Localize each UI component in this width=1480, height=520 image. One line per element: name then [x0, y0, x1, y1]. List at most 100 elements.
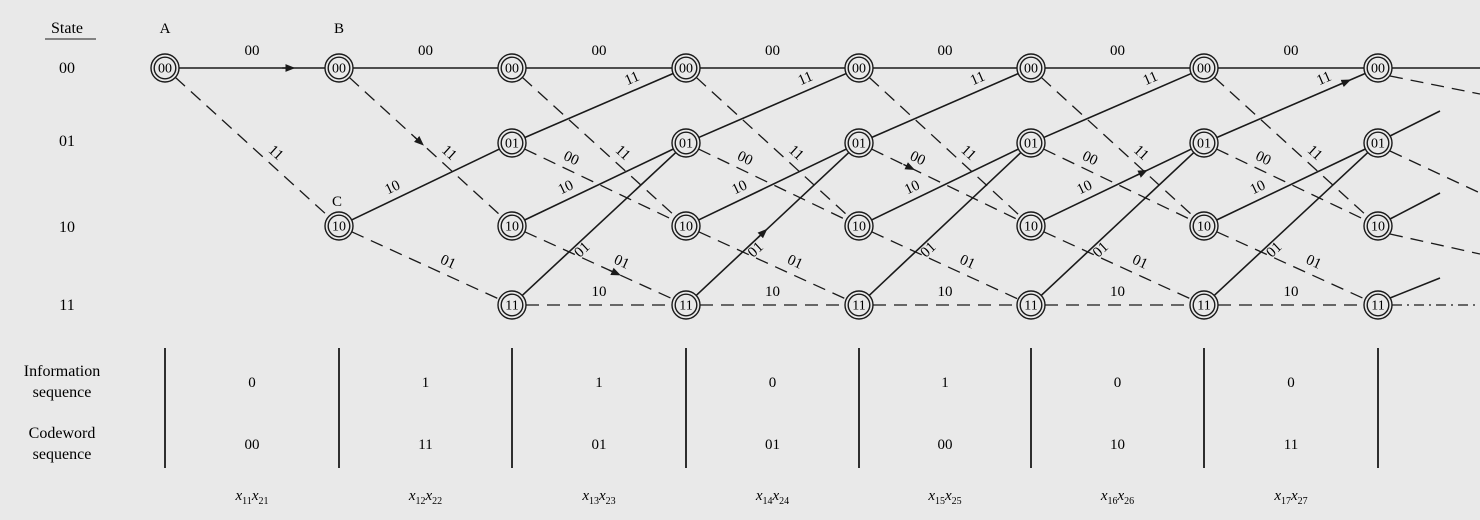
- edge-10-01-4: [871, 148, 1019, 221]
- edge-00-10-4: [868, 76, 1022, 218]
- edge-01-10-2: [524, 148, 674, 221]
- code-row-label-2: sequence: [33, 446, 92, 463]
- edge-label-11-11-6: 10: [1284, 284, 1299, 300]
- x-pair-label-0: x11x21: [235, 488, 269, 507]
- svg-text:11: 11: [1197, 299, 1210, 314]
- edge-10-01-1: [351, 148, 500, 221]
- information-value-6: 0: [1287, 375, 1295, 391]
- edge-10-11-1: [351, 231, 500, 300]
- info-row-label-2: sequence: [33, 384, 92, 401]
- node-10-t3: 10: [671, 211, 701, 241]
- edge-label-00-10-1: 11: [438, 142, 459, 164]
- svg-text:01: 01: [1197, 137, 1211, 152]
- edge-label-10-01-6: 10: [1248, 177, 1268, 198]
- edge-label-01-00-3: 11: [796, 69, 816, 89]
- state-label-10: 10: [59, 219, 75, 236]
- edge-label-01-10-5: 00: [1080, 148, 1100, 169]
- svg-text:00: 00: [1371, 62, 1385, 77]
- edge-label-10-11-1: 01: [438, 252, 458, 273]
- edge-11-01-2: [521, 151, 677, 297]
- state-label-11: 11: [59, 297, 74, 314]
- x-pair-label-6: x17x27: [1273, 488, 1307, 507]
- edge-label-00-10-6: 11: [1304, 142, 1325, 164]
- information-value-2: 1: [595, 375, 603, 391]
- information-value-4: 1: [941, 375, 949, 391]
- x-pair-label-1: x12x22: [408, 488, 442, 507]
- svg-text:00: 00: [1197, 62, 1211, 77]
- edge-10-11-6: [1216, 231, 1366, 300]
- path-arrow-2: [413, 136, 424, 146]
- node-10-t6: 10: [1189, 211, 1219, 241]
- edge-label-10-11-4: 01: [957, 252, 977, 273]
- x-pair-label-4: x15x25: [927, 488, 961, 507]
- node-10-t4: 10: [844, 211, 874, 241]
- svg-text:10: 10: [332, 220, 346, 235]
- state-label-01: 01: [59, 133, 75, 150]
- node-00-t6: 00: [1189, 53, 1219, 83]
- edge-00-10-1: [348, 76, 503, 218]
- edge-label-10-01-5: 10: [1074, 177, 1094, 198]
- edge-11-01-3: [695, 151, 850, 297]
- svg-text:11: 11: [679, 299, 692, 314]
- edge-label-01-00-6: 11: [1314, 69, 1334, 89]
- edge-label-10-01-2: 10: [556, 177, 576, 198]
- node-01-t7: 01: [1363, 128, 1393, 158]
- path-arrow-6: [1135, 169, 1148, 178]
- svg-text:00: 00: [852, 62, 866, 77]
- svg-text:11: 11: [505, 299, 518, 314]
- svg-text:11: 11: [852, 299, 865, 314]
- edge-10-11-3: [698, 231, 847, 300]
- codeword-value-1: 11: [418, 437, 432, 453]
- node-11-t7: 11: [1363, 290, 1393, 320]
- node-01-t6: 01: [1189, 128, 1219, 158]
- edge-label-01-10-2: 00: [561, 148, 581, 169]
- node-11-t6: 11: [1189, 290, 1219, 320]
- svg-text:00: 00: [158, 62, 172, 77]
- edge-label-11-11-2: 10: [592, 284, 607, 300]
- information-value-1: 1: [422, 375, 430, 391]
- edge-stub-10-01: [1389, 192, 1441, 220]
- edge-label-00-00-6: 00: [1284, 43, 1299, 59]
- path-arrow-4: [757, 228, 768, 239]
- svg-text:10: 10: [1371, 220, 1385, 235]
- edge-label-00-00-0: 00: [245, 43, 260, 59]
- trellis-nodes: 00 00100001101100011011000110110001101100…: [150, 53, 1393, 320]
- svg-text:11: 11: [1371, 299, 1384, 314]
- edge-00-10-5: [1040, 76, 1195, 218]
- svg-text:10: 10: [679, 220, 693, 235]
- trellis-edge-labels: 0011001110010011100111000110001110011100…: [245, 43, 1335, 300]
- code-row-label-1: Codeword: [29, 425, 96, 442]
- edge-label-11-01-5: 01: [1090, 239, 1112, 261]
- edge-label-00-00-2: 00: [592, 43, 607, 59]
- codeword-value-6: 11: [1284, 437, 1298, 453]
- edge-label-00-10-2: 11: [612, 142, 633, 164]
- svg-text:10: 10: [1197, 220, 1211, 235]
- node-00-t5: 00: [1016, 53, 1046, 83]
- edge-label-00-00-3: 00: [765, 43, 780, 59]
- edge-label-00-10-3: 11: [785, 142, 806, 164]
- edge-label-10-11-5: 01: [1130, 252, 1150, 273]
- state-label-00: 00: [59, 60, 75, 77]
- svg-text:00: 00: [1024, 62, 1038, 77]
- node-11-t4: 11: [844, 290, 874, 320]
- svg-text:10: 10: [852, 220, 866, 235]
- edge-01-10-6: [1216, 148, 1366, 221]
- information-value-0: 0: [248, 375, 256, 391]
- node-01-t3: 01: [671, 128, 701, 158]
- edge-label-11-11-4: 10: [938, 284, 953, 300]
- trellis-edges: [174, 64, 1480, 306]
- svg-text:01: 01: [1371, 137, 1385, 152]
- edge-label-11-01-2: 01: [571, 239, 593, 261]
- edge-label-00-10-4: 11: [958, 142, 979, 164]
- svg-text:00: 00: [332, 62, 346, 77]
- x-pair-label-5: x16x26: [1100, 488, 1134, 507]
- node-11-t3: 11: [671, 290, 701, 320]
- edge-label-01-00-5: 11: [1141, 69, 1161, 89]
- edge-label-00-00-4: 00: [938, 43, 953, 59]
- node-11-t2: 11: [497, 290, 527, 320]
- edge-00-10-6: [1213, 76, 1369, 218]
- edge-label-00-10-5: 11: [1130, 142, 1151, 164]
- node-00-t3: 00: [671, 53, 701, 83]
- corner-label-a: A: [160, 21, 171, 37]
- svg-text:11: 11: [1024, 299, 1037, 314]
